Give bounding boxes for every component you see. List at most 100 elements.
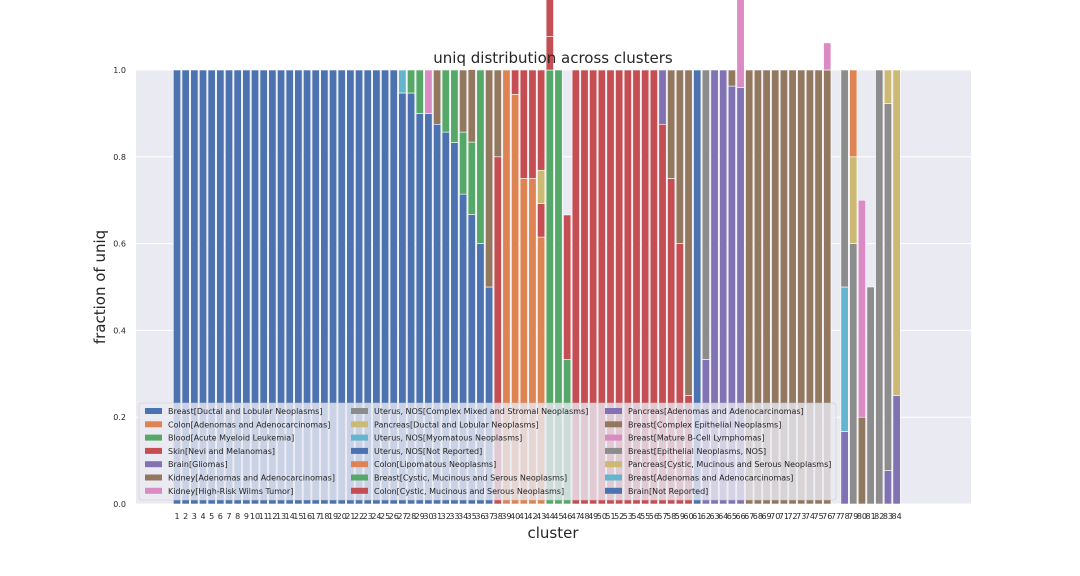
bar-segment — [857, 199, 866, 418]
legend-swatch — [351, 408, 368, 414]
bar-segment — [355, 69, 364, 505]
x-tick-label: 76 — [822, 512, 832, 521]
bar-segment — [580, 69, 589, 505]
bar-segment — [329, 69, 338, 505]
legend-label: Skin[Nevi and Melanomas] — [168, 447, 275, 456]
x-tick-label: 29 — [415, 512, 425, 521]
x-tick-label: 25 — [380, 512, 390, 521]
legend-label: Breast[Complex Epithelial Neoplasms] — [628, 420, 781, 429]
bar-segment — [771, 69, 780, 505]
legend-swatch — [351, 487, 368, 494]
x-tick-label: 4 — [200, 512, 205, 521]
x-tick-label: 55 — [640, 512, 650, 521]
legend-label: Uterus, NOS[Complex Mixed and Stromal Ne… — [374, 407, 588, 416]
bar-segment — [476, 69, 485, 244]
bar-segment — [199, 69, 208, 505]
bar-segment — [485, 69, 494, 288]
bar-segment — [606, 69, 615, 505]
bar-segment — [311, 69, 320, 505]
legend-label: Breast[Mature B-Cell Lymphomas] — [628, 434, 765, 443]
bar-segment — [632, 69, 641, 505]
x-tick-label: 84 — [892, 512, 902, 521]
bar-segment — [883, 69, 892, 104]
bar-segment — [823, 42, 832, 71]
x-tick-label: 1 — [174, 512, 179, 521]
x-tick-label: 68 — [753, 512, 763, 521]
y-tick-label: 1.0 — [113, 66, 126, 75]
x-tick-label: 52 — [614, 512, 624, 521]
y-tick-label: 0.4 — [113, 326, 126, 335]
legend-swatch — [145, 474, 162, 481]
bar-segment — [554, 69, 563, 505]
bar-segment — [537, 169, 546, 204]
bar-segment — [459, 69, 468, 133]
x-tick-label: 79 — [848, 512, 858, 521]
legend-swatch — [145, 434, 162, 441]
x-tick-label: 34 — [458, 512, 468, 521]
x-tick-label: 27 — [397, 512, 407, 521]
x-tick-label: 35 — [467, 512, 477, 521]
x-tick-label: 20 — [337, 512, 347, 521]
bar-segment — [840, 286, 849, 432]
bar-segment — [424, 69, 433, 114]
x-tick-label: 77 — [831, 512, 841, 521]
legend-swatch — [351, 447, 368, 454]
x-tick-label: 12 — [267, 512, 277, 521]
legend-swatch — [605, 474, 622, 481]
bar-segment — [745, 69, 754, 505]
x-tick-label: 18 — [319, 512, 329, 521]
bar-segment — [225, 69, 234, 505]
legend-label: Blood[Acute Myeloid Leukemia] — [168, 434, 294, 443]
x-tick-label: 70 — [770, 512, 780, 521]
bar-segment — [849, 69, 858, 158]
bar-segment — [589, 69, 598, 505]
legend-label: Breast[Epithelial Neoplasms, NOS] — [628, 447, 766, 456]
bar-segment — [892, 395, 901, 505]
bar-segment — [450, 69, 459, 143]
bar-segment — [502, 69, 511, 505]
legend-label: Breast[Cystic, Mucinous and Serous Neopl… — [374, 474, 567, 483]
bar-segment — [840, 431, 849, 505]
bar-segment — [788, 69, 797, 505]
bar-segment — [649, 69, 658, 505]
legend-label: Pancreas[Ductal and Lobular Neoplasms] — [374, 420, 539, 429]
x-tick-label: 31 — [432, 512, 442, 521]
bar-segment — [571, 69, 580, 505]
bar-segment — [814, 69, 823, 505]
x-tick-label: 51 — [605, 512, 615, 521]
x-tick-label: 47 — [571, 512, 581, 521]
bar-segment — [866, 286, 875, 505]
legend-swatch — [605, 461, 622, 468]
x-tick-label: 40 — [510, 512, 520, 521]
x-tick-label: 73 — [796, 512, 806, 521]
bar-segment — [207, 69, 216, 505]
x-tick-label: 38 — [493, 512, 503, 521]
x-tick-label: 28 — [406, 512, 416, 521]
x-tick-label: 66 — [735, 512, 745, 521]
x-tick-label: 16 — [302, 512, 312, 521]
bar-segment — [753, 69, 762, 505]
bar-segment — [389, 69, 398, 505]
y-tick-label: 0.2 — [113, 413, 126, 422]
bar-segment — [511, 69, 520, 95]
x-tick-label: 15 — [293, 512, 303, 521]
legend-swatch — [605, 434, 622, 441]
legend-swatch — [605, 421, 622, 428]
x-tick-label: 13 — [276, 512, 286, 521]
x-axis-ticks: 1 2 3 4 5 6 7 8 9 1011121314151617181920212223242… — [174, 512, 901, 521]
legend-swatch — [145, 408, 162, 414]
bar-segment — [467, 141, 476, 215]
x-tick-label: 21 — [345, 512, 355, 521]
x-tick-label: 59 — [675, 512, 685, 521]
bar-segment — [433, 69, 442, 125]
x-tick-label: 65 — [727, 512, 737, 521]
x-tick-label: 48 — [579, 512, 589, 521]
bar-segment — [675, 69, 684, 244]
x-tick-label: 60 — [683, 512, 693, 521]
bar-segment — [242, 69, 251, 505]
bar-segment — [259, 69, 268, 505]
legend: Breast[Ductal and Lobular Neoplasms] Colo… — [138, 402, 837, 501]
x-tick-label: 19 — [328, 512, 338, 521]
legend-swatch — [145, 421, 162, 428]
